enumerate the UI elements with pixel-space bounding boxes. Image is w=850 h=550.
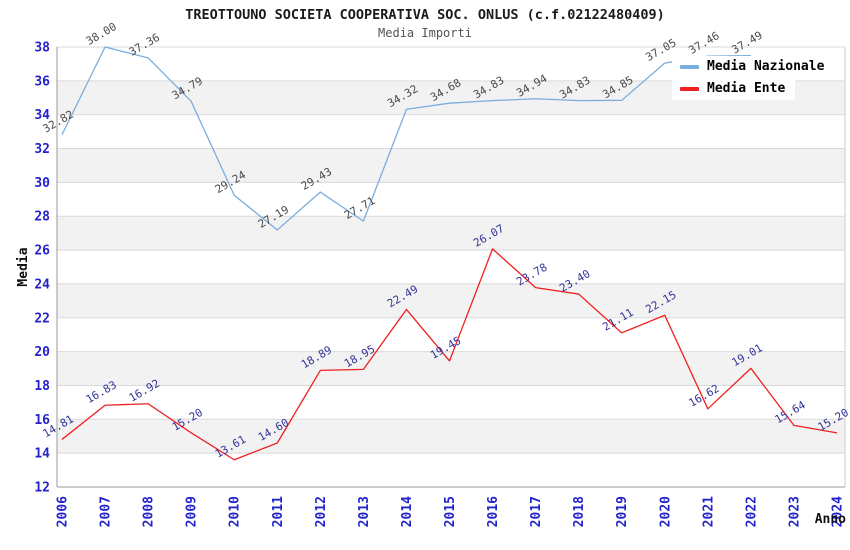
svg-text:2023: 2023 [787, 496, 802, 527]
svg-text:2010: 2010 [228, 496, 243, 527]
svg-text:14: 14 [34, 447, 50, 462]
svg-text:2007: 2007 [99, 496, 114, 527]
svg-text:34: 34 [34, 108, 50, 123]
x-axis-title: Anno [815, 512, 846, 527]
x-tick-labels: 2006 2007 2008 2009 2010 2011 2012 2013 2014 2015… [56, 496, 846, 527]
svg-text:2020: 2020 [658, 496, 673, 527]
svg-text:16: 16 [34, 413, 50, 428]
svg-text:28: 28 [34, 210, 50, 225]
svg-text:2017: 2017 [529, 496, 544, 527]
svg-text:38: 38 [34, 41, 50, 56]
svg-text:2006: 2006 [56, 496, 71, 527]
svg-text:30: 30 [34, 176, 50, 191]
chart-subtitle: Media Importi [378, 26, 472, 40]
svg-text:2014: 2014 [400, 496, 415, 527]
media-ente-line-icon [680, 87, 699, 91]
svg-text:36: 36 [34, 74, 50, 89]
svg-text:2022: 2022 [744, 496, 759, 527]
y-axis-title: Media [16, 247, 31, 286]
legend-label: Media Nazionale [707, 59, 825, 74]
svg-text:38.00: 38.00 [84, 20, 119, 48]
svg-text:20: 20 [34, 345, 50, 360]
svg-text:37.46: 37.46 [686, 29, 721, 57]
svg-text:2011: 2011 [271, 496, 286, 527]
plot-bands [57, 80, 845, 454]
svg-text:2015: 2015 [443, 496, 458, 527]
svg-text:37.36: 37.36 [127, 31, 162, 59]
svg-text:2013: 2013 [357, 496, 372, 527]
legend-item-media-nazionale: Media Nazionale [672, 56, 835, 78]
legend-item-media-ente: Media Ente [672, 78, 796, 100]
svg-text:2018: 2018 [572, 496, 587, 527]
plot-borders [56, 47, 846, 488]
svg-text:24: 24 [34, 277, 50, 292]
chart-legend: Media Nazionale Media Ente [672, 56, 835, 100]
legend-label: Media Ente [707, 81, 786, 96]
svg-text:16.62: 16.62 [686, 382, 721, 410]
svg-text:2024: 2024 [831, 496, 846, 527]
series-line-media-ente [61, 248, 838, 461]
chart-title: TREOTTOUNO SOCIETA COOPERATIVA SOC. ONLU… [185, 7, 665, 23]
svg-text:2009: 2009 [185, 496, 200, 527]
svg-text:12: 12 [34, 481, 50, 496]
svg-text:26: 26 [34, 244, 50, 259]
svg-text:37.49: 37.49 [730, 29, 765, 57]
y-tick-labels: 12 14 16 18 20 22 24 26 28 30 32 34 36 38 [34, 41, 50, 496]
series-line-media-nazionale [61, 46, 751, 231]
svg-text:2021: 2021 [701, 496, 716, 527]
svg-text:22: 22 [34, 311, 50, 326]
svg-text:2008: 2008 [142, 496, 157, 527]
svg-text:2019: 2019 [615, 496, 630, 527]
svg-text:32: 32 [34, 142, 50, 157]
svg-text:2012: 2012 [314, 496, 329, 527]
media-nazionale-line-icon [680, 65, 699, 69]
svg-text:2016: 2016 [486, 496, 501, 527]
svg-text:18: 18 [34, 379, 50, 394]
